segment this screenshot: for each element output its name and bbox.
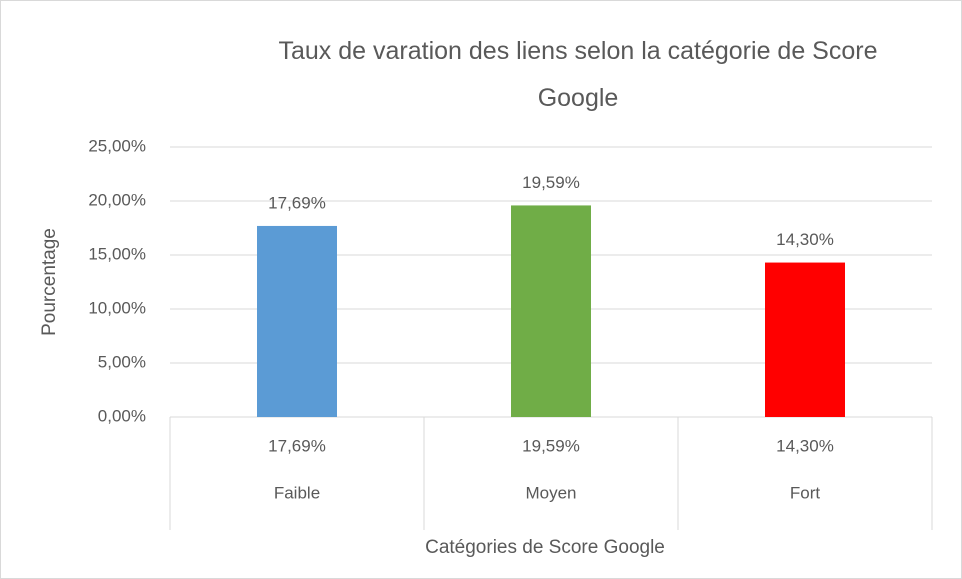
x-tick-label: Fort (790, 483, 821, 502)
y-tick-label: 10,00% (88, 298, 146, 317)
data-label: 19,59% (522, 173, 580, 192)
y-tick-label: 5,00% (98, 352, 146, 371)
data-label: 14,30% (776, 230, 834, 249)
data-label: 17,69% (268, 193, 326, 212)
bar (511, 205, 591, 417)
x-axis-label: Catégories de Score Google (425, 537, 665, 558)
y-axis-label: Pourcentage (39, 228, 60, 336)
y-tick-label: 25,00% (88, 136, 146, 155)
table-value: 19,59% (522, 436, 580, 455)
y-tick-label: 0,00% (98, 406, 146, 425)
x-tick-label: Moyen (525, 483, 576, 502)
y-tick-label: 15,00% (88, 244, 146, 263)
table-value: 17,69% (268, 436, 326, 455)
table-value: 14,30% (776, 436, 834, 455)
x-tick-label: Faible (274, 483, 320, 502)
bar (257, 225, 337, 417)
bar (765, 262, 845, 417)
chart-title: Taux de varation des liens selon la caté… (278, 37, 878, 112)
y-tick-label: 20,00% (88, 190, 146, 209)
